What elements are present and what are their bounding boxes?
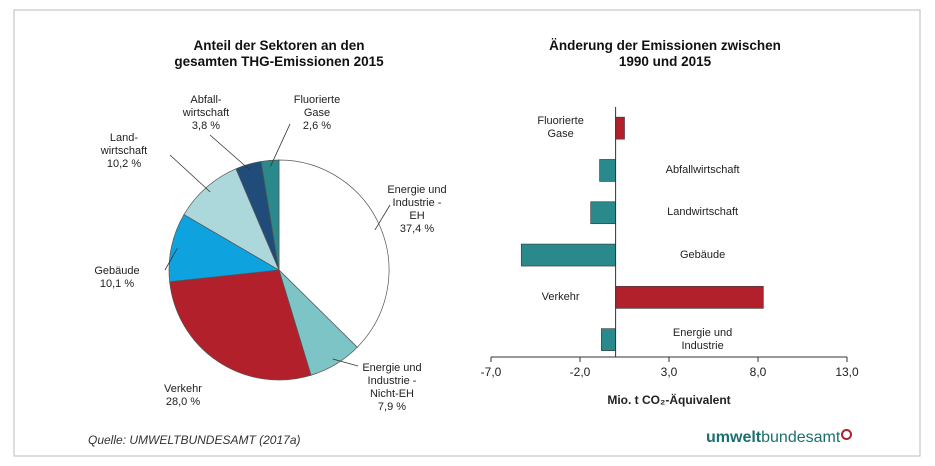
- bar: [520, 243, 616, 267]
- pie-title: Anteil der Sektoren an den gesamten THG-…: [174, 38, 384, 69]
- leader-line: [374, 204, 391, 231]
- x-axis-label-text: Mio. t CO₂-Äquivalent: [607, 393, 731, 407]
- logo-icon: [841, 429, 853, 440]
- slice-value: 37,4 %: [399, 223, 435, 235]
- slice-value: 3,8 %: [191, 120, 221, 132]
- slice-category: Verkehr: [164, 383, 202, 395]
- bar: [615, 116, 625, 140]
- bar: [590, 201, 616, 225]
- slice-category: Energie und Industrie - Nicht-EH: [362, 362, 422, 400]
- slice-label: Verkehr 28,0 %: [164, 383, 202, 409]
- slice-category: Abfall- wirtschaft: [182, 94, 230, 119]
- slice-category: Energie und Industrie - EH: [387, 184, 447, 222]
- x-axis-label: Mio. t CO₂-Äquivalent: [607, 394, 730, 407]
- logo-light: bundesamt: [761, 429, 841, 446]
- leader-line: [332, 358, 359, 367]
- source: Quelle: UMWELTBUNDESAMT (2017a): [88, 433, 301, 447]
- y-category-label: Gebäude: [679, 248, 726, 261]
- x-tick-label: 3,0: [660, 365, 678, 379]
- logo: umweltbundesamt: [706, 429, 853, 447]
- slice-label: Abfall- wirtschaft 3,8 %: [183, 94, 229, 133]
- leader-line: [270, 123, 291, 167]
- bar-title: Änderung der Emissionen zwischen 1990 un…: [549, 38, 781, 69]
- bar: [599, 159, 616, 182]
- x-tick-label: 8,0: [749, 365, 767, 379]
- slice-value: 2,6 %: [302, 120, 332, 132]
- slice-value: 10,1 %: [99, 278, 135, 290]
- pie-slice: [278, 159, 390, 348]
- y-category-label: Landwirtschaft: [667, 206, 739, 219]
- slice-category: Gebäude: [94, 265, 140, 277]
- slice-value: 28,0 %: [165, 396, 201, 408]
- frame: [13, 9, 921, 457]
- slice-label: Energie und Industrie - Nicht-EH 7,9 %: [362, 362, 421, 414]
- leader-line: [169, 154, 211, 193]
- y-category-label: Energie und Industrie: [672, 326, 733, 352]
- y-category-label: Abfallwirtschaft: [665, 163, 740, 176]
- leader-line: [209, 134, 251, 171]
- slice-label: Energie und Industrie - EH 37,4 %: [387, 184, 446, 236]
- bar: [615, 286, 764, 309]
- logo-bold: umwelt: [706, 429, 762, 446]
- slice-category: Land- wirtschaft: [100, 132, 148, 157]
- leader-line: [164, 248, 178, 271]
- y-category-label: Fluorierte Gase: [537, 115, 584, 141]
- slice-label: Land- wirtschaft 10,2 %: [101, 132, 147, 171]
- pie-slice: [169, 269, 312, 381]
- x-tick-label: -7,0: [480, 365, 502, 379]
- slice-category: Fluorierte Gase: [293, 94, 341, 119]
- pie-slice: [260, 159, 280, 271]
- slice-value: 10,2 %: [106, 158, 142, 170]
- slice-label: Fluorierte Gase 2,6 %: [294, 94, 340, 133]
- slice-label: Gebäude 10,1 %: [94, 265, 139, 291]
- bar: [601, 328, 616, 351]
- y-category-label: Verkehr: [541, 290, 580, 303]
- x-tick-label: 13,0: [835, 365, 859, 379]
- slice-value: 7,9 %: [377, 401, 407, 413]
- pie-slice: [183, 168, 280, 271]
- x-tick-label: -2,0: [569, 365, 591, 379]
